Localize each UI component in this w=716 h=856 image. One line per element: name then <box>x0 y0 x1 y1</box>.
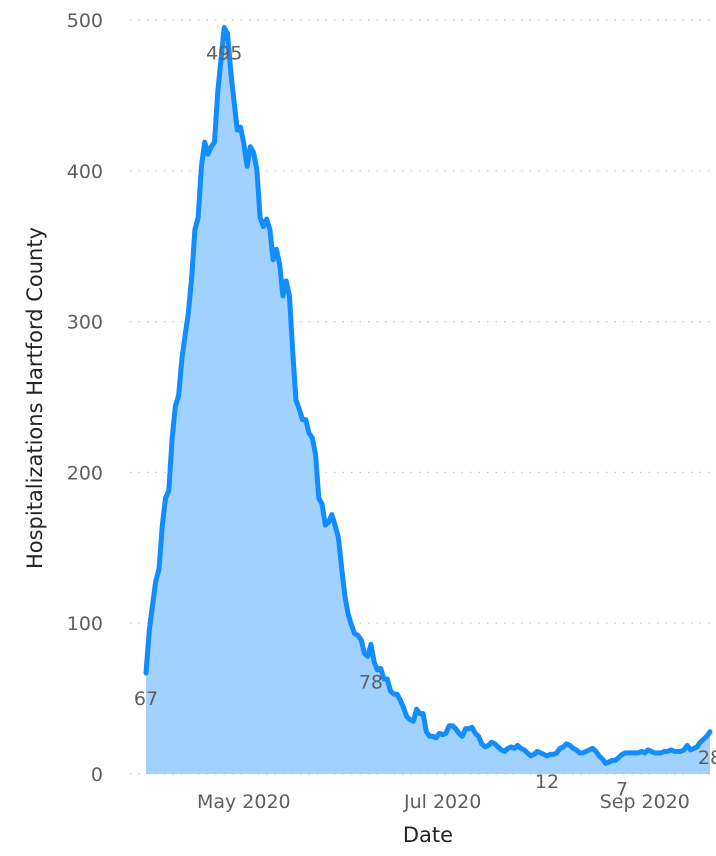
series-area-fill <box>146 27 710 775</box>
y-tick-400: 400 <box>67 161 103 183</box>
y-tick-0: 0 <box>91 764 103 786</box>
y-tick-500: 500 <box>67 10 103 32</box>
y-axis-tick-labels: 0 100 200 300 400 500 <box>67 10 103 786</box>
x-tick-1: Jul 2020 <box>403 791 481 813</box>
data-label-5: 28 <box>698 747 716 769</box>
x-tick-0: May 2020 <box>197 791 291 813</box>
data-label-1: 495 <box>206 43 242 65</box>
y-tick-200: 200 <box>67 462 103 484</box>
data-label-4: 7 <box>616 778 628 800</box>
data-label-2: 78 <box>359 671 383 693</box>
x-axis-tick-labels: May 2020 Jul 2020 Sep 2020 <box>197 791 690 813</box>
data-labels: 67 495 78 12 7 28 <box>134 43 716 801</box>
y-tick-300: 300 <box>67 312 103 334</box>
y-tick-100: 100 <box>67 613 103 635</box>
x-axis-title: Date <box>403 823 453 847</box>
data-label-3: 12 <box>535 771 559 793</box>
series-line[interactable] <box>143 25 713 766</box>
x-tick-2: Sep 2020 <box>600 791 690 813</box>
data-label-0: 67 <box>134 688 158 710</box>
y-axis-title: Hospitalizations Hartford County <box>23 227 47 569</box>
